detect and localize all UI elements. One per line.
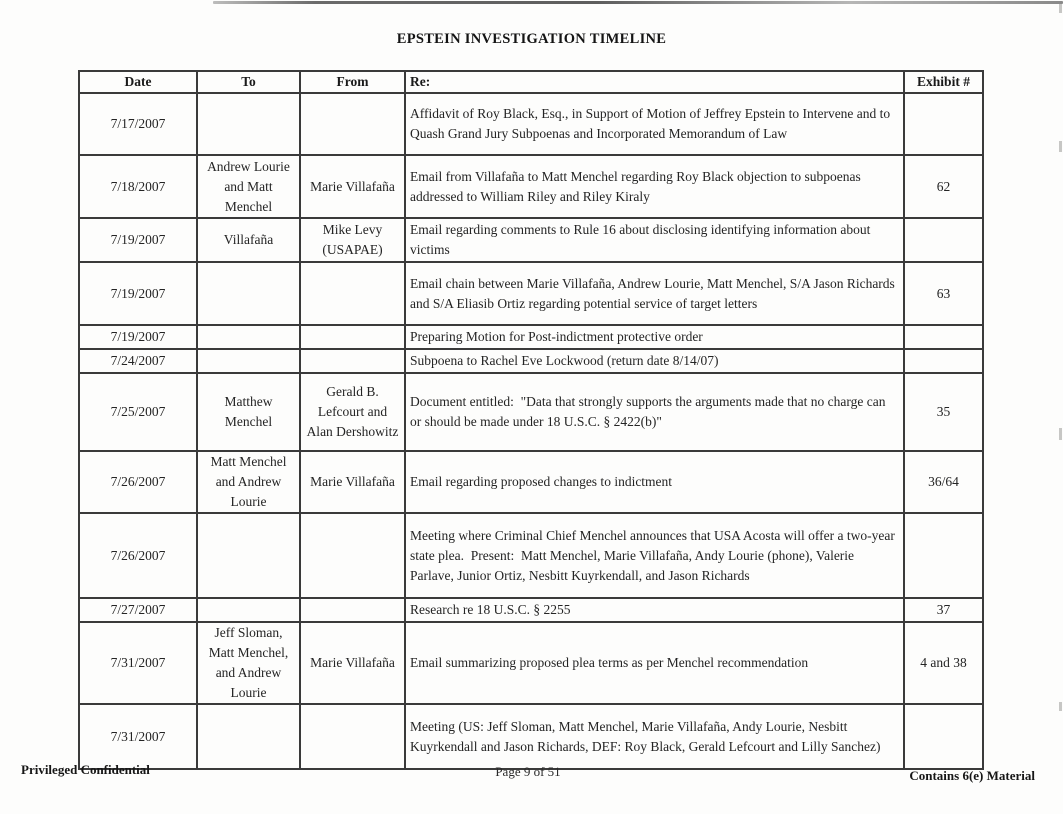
cell-from <box>299 348 406 374</box>
cell-re: Document entitled: "Data that strongly s… <box>404 372 905 452</box>
column-header-date: Date <box>78 70 198 94</box>
cell-exhibit <box>903 512 984 599</box>
table-row: 7/26/2007 Meeting where Criminal Chief M… <box>78 512 984 599</box>
cell-date: 7/19/2007 <box>78 261 198 326</box>
cell-date: 7/19/2007 <box>78 217 198 263</box>
table-row: 7/31/2007 Meeting (US: Jeff Sloman, Matt… <box>78 703 984 770</box>
cell-exhibit <box>903 217 984 263</box>
cell-exhibit: 62 <box>903 154 984 219</box>
cell-to <box>196 512 301 599</box>
cell-date: 7/17/2007 <box>78 92 198 156</box>
cell-re: Subpoena to Rachel Eve Lockwood (return … <box>404 348 905 374</box>
cell-re: Affidavit of Roy Black, Esq., in Support… <box>404 92 905 156</box>
cell-date: 7/25/2007 <box>78 372 198 452</box>
cell-re: Email regarding comments to Rule 16 abou… <box>404 217 905 263</box>
page-title: EPSTEIN INVESTIGATION TIMELINE <box>396 31 667 47</box>
cell-to <box>196 324 301 350</box>
footer-page-number: Page 9 of 51 <box>495 764 561 779</box>
cell-to: Jeff Sloman, Matt Menchel, and Andrew Lo… <box>196 621 301 705</box>
cell-to: Andrew Lourie and Matt Menchel <box>196 154 301 219</box>
table-header-row: Date To From Re: Exhibit # <box>78 70 984 94</box>
cell-to <box>196 703 301 770</box>
cell-date: 7/31/2007 <box>78 703 198 770</box>
table-row: 7/18/2007 Andrew Lourie and Matt Menchel… <box>78 154 984 219</box>
table-row: 7/19/2007 Preparing Motion for Post-indi… <box>78 324 984 350</box>
cell-from <box>299 324 406 350</box>
cell-re: Meeting where Criminal Chief Menchel ann… <box>404 512 905 599</box>
table-row: 7/26/2007 Matt Menchel and Andrew Lourie… <box>78 450 984 514</box>
cell-to: Villafaña <box>196 217 301 263</box>
cell-from: Gerald B. Lefcourt and Alan Dershowitz <box>299 372 406 452</box>
cell-exhibit <box>903 324 984 350</box>
cell-from: Marie Villafaña <box>299 621 406 705</box>
cell-date: 7/19/2007 <box>78 324 198 350</box>
cell-from <box>299 512 406 599</box>
column-header-exhibit: Exhibit # <box>903 70 984 94</box>
footer-privileged-label: Privileged Confidential <box>21 762 150 777</box>
table-row: 7/17/2007 Affidavit of Roy Black, Esq., … <box>78 92 984 156</box>
cell-to <box>196 348 301 374</box>
cell-from: Mike Levy (USAPAE) <box>299 217 406 263</box>
cell-from <box>299 261 406 326</box>
cell-from <box>299 703 406 770</box>
cell-date: 7/26/2007 <box>78 512 198 599</box>
cell-date: 7/24/2007 <box>78 348 198 374</box>
cell-exhibit: 36/64 <box>903 450 984 514</box>
cell-from <box>299 92 406 156</box>
cell-to <box>196 261 301 326</box>
scan-artifact-edge-mark <box>1059 4 1062 13</box>
cell-exhibit <box>903 92 984 156</box>
table-row: 7/25/2007 Matthew Menchel Gerald B. Lefc… <box>78 372 984 452</box>
scan-artifact-edge-mark <box>1059 141 1062 152</box>
cell-exhibit: 35 <box>903 372 984 452</box>
table-row: 7/31/2007 Jeff Sloman, Matt Menchel, and… <box>78 621 984 705</box>
table-row: 7/27/2007 Research re 18 U.S.C. § 2255 3… <box>78 597 984 623</box>
table-row: 7/24/2007 Subpoena to Rachel Eve Lockwoo… <box>78 348 984 374</box>
cell-from: Marie Villafaña <box>299 450 406 514</box>
cell-from: Marie Villafaña <box>299 154 406 219</box>
cell-date: 7/27/2007 <box>78 597 198 623</box>
cell-to <box>196 597 301 623</box>
column-header-from: From <box>299 70 406 94</box>
cell-date: 7/18/2007 <box>78 154 198 219</box>
cell-to: Matt Menchel and Andrew Lourie <box>196 450 301 514</box>
scan-artifact-edge-mark <box>1059 702 1062 711</box>
cell-date: 7/31/2007 <box>78 621 198 705</box>
cell-to <box>196 92 301 156</box>
footer-material-label: Contains 6(e) Material <box>909 768 1035 783</box>
cell-exhibit: 37 <box>903 597 984 623</box>
cell-re: Email chain between Marie Villafaña, And… <box>404 261 905 326</box>
cell-to: Matthew Menchel <box>196 372 301 452</box>
table-row: 7/19/2007 Email chain between Marie Vill… <box>78 261 984 326</box>
timeline-table: Date To From Re: Exhibit # 7/17/2007 Aff… <box>78 70 984 770</box>
scan-artifact-top-line <box>213 1 1063 4</box>
cell-re: Email from Villafaña to Matt Menchel reg… <box>404 154 905 219</box>
table-row: 7/19/2007 Villafaña Mike Levy (USAPAE) E… <box>78 217 984 263</box>
cell-exhibit <box>903 348 984 374</box>
cell-exhibit <box>903 703 984 770</box>
scan-artifact-edge-mark <box>1059 428 1062 440</box>
cell-exhibit: 4 and 38 <box>903 621 984 705</box>
cell-re: Research re 18 U.S.C. § 2255 <box>404 597 905 623</box>
cell-re: Email regarding proposed changes to indi… <box>404 450 905 514</box>
column-header-to: To <box>196 70 301 94</box>
cell-exhibit: 63 <box>903 261 984 326</box>
cell-date: 7/26/2007 <box>78 450 198 514</box>
cell-re: Meeting (US: Jeff Sloman, Matt Menchel, … <box>404 703 905 770</box>
cell-re: Email summarizing proposed plea terms as… <box>404 621 905 705</box>
column-header-re: Re: <box>404 70 905 94</box>
cell-from <box>299 597 406 623</box>
cell-re: Preparing Motion for Post-indictment pro… <box>404 324 905 350</box>
